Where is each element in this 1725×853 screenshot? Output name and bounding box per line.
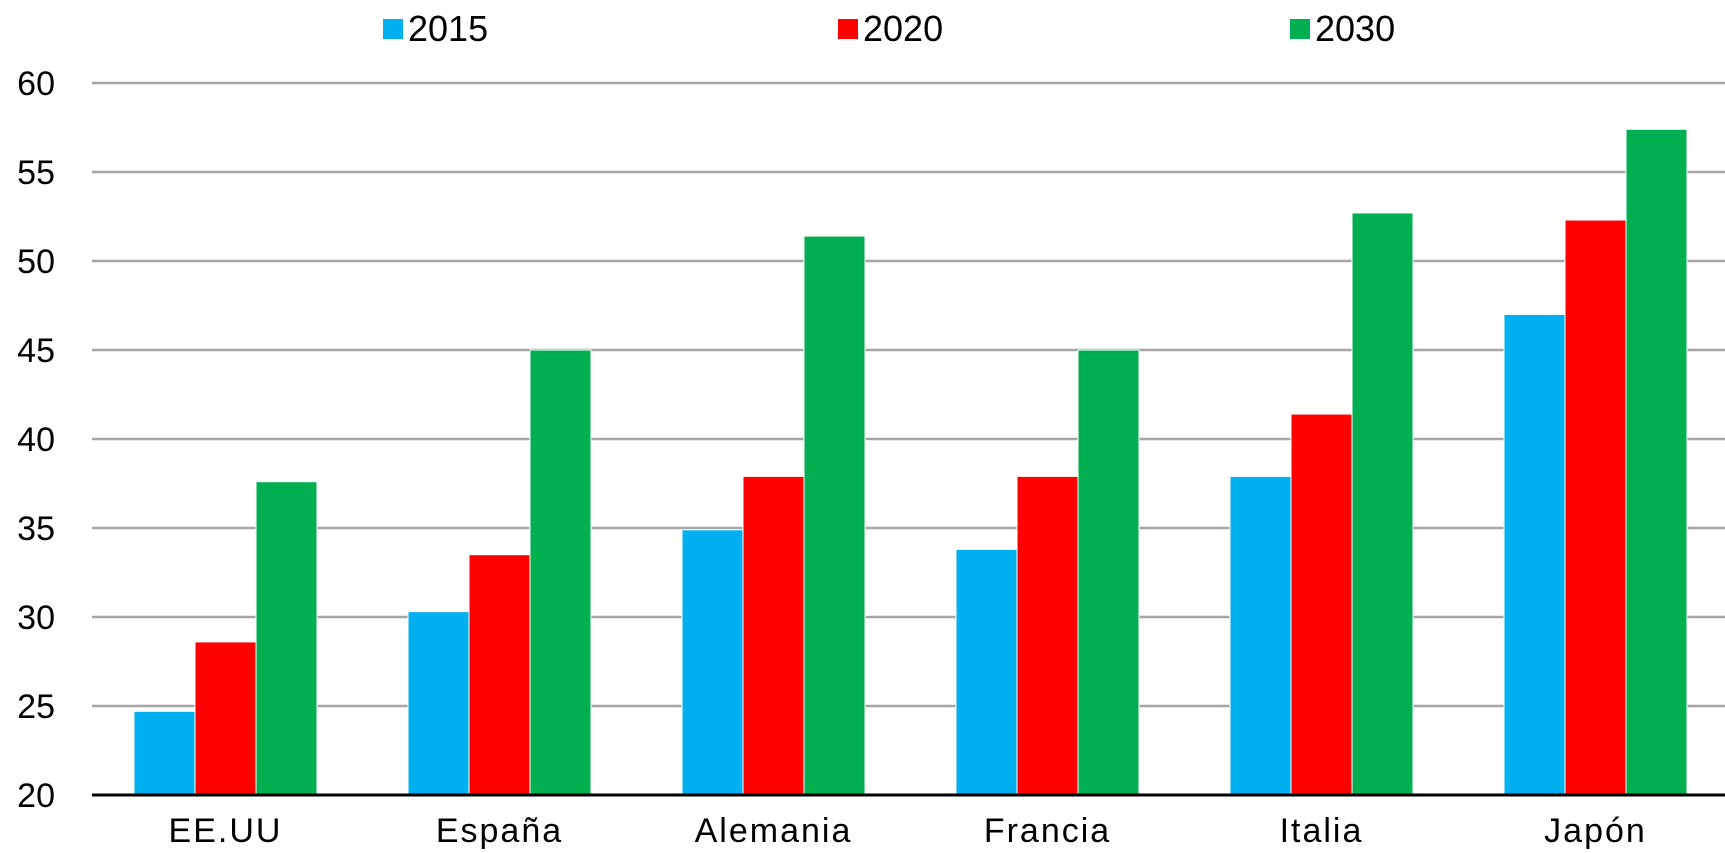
bar-2020-5 [1564,219,1627,796]
bar-2015-1 [407,611,470,796]
x-category-label: Italia [1280,812,1364,850]
y-tick-label: 30 [17,599,55,637]
bar-2030-0 [255,481,318,796]
legend-label-2015: 2015 [408,8,488,49]
bar-2030-1 [529,349,592,796]
legend-swatch-2015 [383,19,403,39]
y-tick-label: 45 [17,332,55,370]
bar-2020-3 [1016,475,1079,796]
bar-2015-0 [133,710,196,796]
bar-2020-0 [194,641,257,796]
x-category-label: España [436,812,563,850]
legend-swatch-2030 [1290,19,1310,39]
x-axis-category-labels: EE.UU España Alemania Francia Italia Japón [169,812,1647,850]
legend-label-2030: 2030 [1315,8,1395,49]
bar-2030-3 [1077,349,1140,796]
bar-2030-5 [1625,128,1688,796]
bar-2020-2 [742,475,805,796]
x-category-label: EE.UU [169,812,283,850]
y-axis-tick-labels: 20 25 30 35 40 45 50 55 60 [17,65,55,815]
legend-label-2020: 2020 [863,8,943,49]
bar-2015-4 [1229,475,1292,796]
legend: 2015 2020 2030 [383,8,1395,49]
x-category-label: Alemania [695,812,853,850]
bar-2020-1 [468,554,531,796]
y-tick-label: 20 [17,777,55,815]
legend-swatch-2020 [838,19,858,39]
bar-2015-2 [681,529,744,796]
y-tick-label: 25 [17,688,55,726]
y-tick-label: 40 [17,421,55,459]
bars [133,128,1688,796]
y-tick-label: 60 [17,65,55,103]
y-tick-label: 55 [17,154,55,192]
bar-2030-2 [803,235,866,796]
bar-2020-4 [1290,413,1353,796]
bar-2030-4 [1351,212,1414,796]
gridlines [92,81,1725,708]
x-category-label: Japón [1544,812,1647,850]
x-category-label: Francia [984,812,1111,850]
y-tick-label: 50 [17,243,55,281]
bar-2015-5 [1503,313,1566,796]
y-tick-label: 35 [17,510,55,548]
bar-2015-3 [955,548,1018,796]
